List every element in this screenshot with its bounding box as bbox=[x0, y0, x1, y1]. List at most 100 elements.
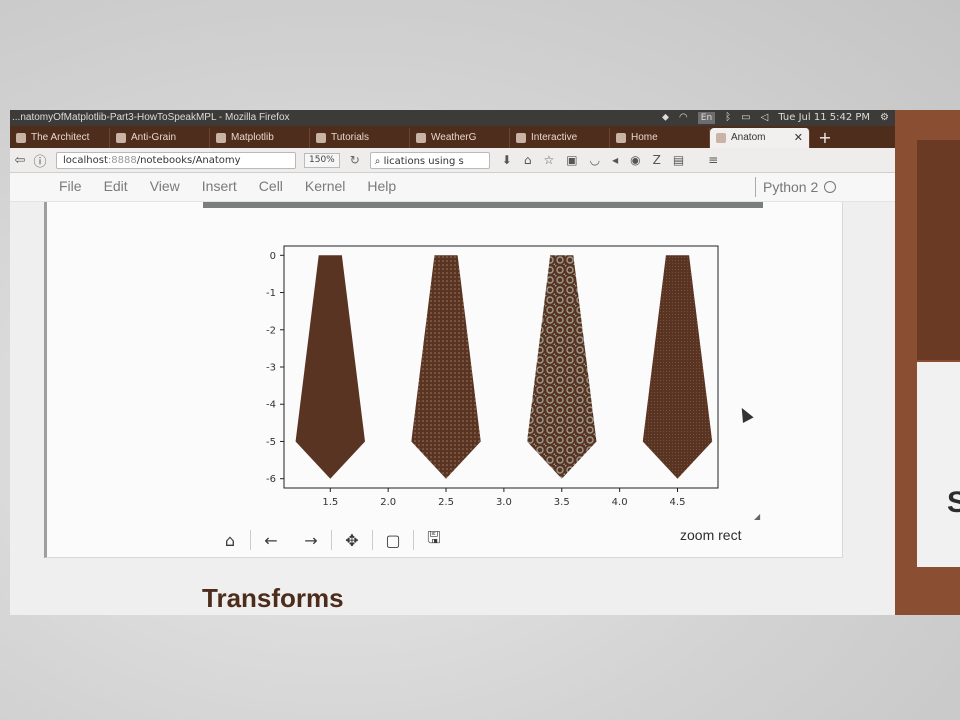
save-icon[interactable]: 🖫 bbox=[427, 527, 441, 547]
tab[interactable]: Interactive bbox=[510, 128, 610, 148]
side-window-panel bbox=[917, 140, 960, 360]
toolbar-status: zoom rect bbox=[680, 527, 742, 543]
y-tick-label: -3 bbox=[266, 363, 276, 374]
info-icon[interactable]: ⓘ bbox=[33, 154, 47, 170]
battery-icon[interactable]: ▭ bbox=[741, 112, 751, 123]
back-arrow-icon[interactable]: ← bbox=[264, 530, 278, 550]
resize-handle-icon[interactable]: ◢ bbox=[754, 512, 761, 521]
url-host: localhost bbox=[63, 154, 108, 166]
dropbox-icon[interactable]: ⬥ bbox=[662, 112, 670, 123]
favicon-icon bbox=[416, 133, 426, 143]
send-icon[interactable]: ◂ bbox=[612, 153, 619, 167]
clipboard-icon[interactable]: ▣ bbox=[566, 153, 578, 167]
side-window-content bbox=[917, 362, 960, 567]
keyboard-layout[interactable]: En bbox=[697, 112, 716, 124]
home-icon[interactable]: ⌂ bbox=[523, 153, 532, 167]
kernel-indicator[interactable]: Python 2 bbox=[755, 177, 837, 197]
bookmark-star-icon[interactable]: ☆ bbox=[543, 153, 555, 167]
figure-toolbar: ⌂ ← → ✥ ▢ 🖫 bbox=[210, 527, 454, 553]
browser-toolbar: ⬇ ⌂ ☆ ▣ ◡ ◂ ◉ Z ▤ ≡ bbox=[502, 153, 718, 167]
y-tick-label: -4 bbox=[266, 400, 276, 411]
tab[interactable]: Matplotlib bbox=[210, 128, 310, 148]
gear-icon[interactable]: ⚙ bbox=[880, 112, 889, 123]
tie-3 bbox=[527, 255, 597, 479]
back-icon[interactable]: ⇦ bbox=[14, 152, 26, 168]
menu-kernel[interactable]: Kernel bbox=[304, 178, 346, 194]
notebook-menubar: File Edit View Insert Cell Kernel Help P… bbox=[10, 173, 895, 202]
favicon-icon bbox=[616, 133, 626, 143]
zoom-rect-icon[interactable]: ▢ bbox=[385, 530, 401, 550]
zoom-level[interactable]: 150% bbox=[304, 152, 340, 168]
favicon-icon bbox=[716, 133, 726, 143]
url-port: :8888 bbox=[107, 154, 137, 166]
menu-help[interactable]: Help bbox=[367, 178, 397, 194]
menu-file[interactable]: File bbox=[59, 178, 82, 194]
menu-view[interactable]: View bbox=[149, 178, 180, 194]
favicon-icon bbox=[116, 133, 126, 143]
window-title-bar: ...natomyOfMatplotlib-Part3-HowToSpeakMP… bbox=[10, 110, 895, 126]
move-icon[interactable]: ✥ bbox=[345, 530, 359, 550]
tab-label: Anatom bbox=[731, 132, 766, 143]
toolbar-separator bbox=[331, 530, 332, 550]
previous-output-scrollbar bbox=[203, 202, 763, 208]
y-tick-label: -1 bbox=[266, 288, 276, 299]
tab-label: Tutorials bbox=[331, 132, 369, 143]
y-axis-ticks: 0 -1 -2 -3 -4 -5 -6 bbox=[266, 251, 284, 485]
tab-active[interactable]: Anatom ✕ bbox=[710, 128, 810, 148]
forward-arrow-icon[interactable]: → bbox=[304, 530, 318, 550]
x-tick-label: 3.5 bbox=[554, 497, 570, 508]
bluetooth-icon[interactable]: ᛒ bbox=[725, 112, 732, 123]
x-tick-label: 4.5 bbox=[670, 497, 686, 508]
download-icon[interactable]: ⬇ bbox=[501, 153, 512, 167]
tie-plot[interactable]: 1.5 2.0 2.5 3.0 3.5 4.0 4.5 0 -1 -2 -3 -4 -5 -6 bbox=[245, 235, 725, 510]
kernel-status-icon bbox=[824, 181, 837, 193]
navigation-bar: ⇦ ⓘ localhost:8888/notebooks/Anatomy 150… bbox=[10, 148, 895, 173]
x-tick-label: 4.0 bbox=[612, 497, 628, 508]
toolbar-separator bbox=[372, 530, 373, 550]
tab[interactable]: WeatherG bbox=[410, 128, 510, 148]
search-input[interactable]: ⌕ lications using s bbox=[369, 151, 490, 169]
x-tick-label: 2.0 bbox=[380, 497, 396, 508]
tab-label: The Architect bbox=[31, 132, 90, 143]
toolbar-separator bbox=[413, 530, 414, 550]
wifi-icon[interactable]: ◠ bbox=[679, 112, 688, 123]
tab[interactable]: The Architect bbox=[10, 128, 110, 148]
hamburger-menu-icon[interactable]: ≡ bbox=[708, 153, 719, 167]
tab[interactable]: Home bbox=[610, 128, 710, 148]
favicon-icon bbox=[16, 133, 26, 143]
menu-items: File Edit View Insert Cell Kernel Help bbox=[48, 178, 407, 194]
x-tick-label: 1.5 bbox=[322, 497, 338, 508]
tab[interactable]: Tutorials bbox=[310, 128, 410, 148]
tab-label: Anti-Grain bbox=[131, 132, 177, 143]
search-text: lications using s bbox=[383, 155, 464, 167]
y-tick-label: -5 bbox=[266, 437, 276, 448]
extension-icon[interactable]: ◉ bbox=[630, 153, 641, 167]
tie-2 bbox=[411, 255, 481, 479]
tab-label: Interactive bbox=[531, 132, 578, 143]
tab-bar: The Architect Anti-Grain Matplotlib Tuto… bbox=[10, 126, 895, 148]
section-heading: Transforms bbox=[202, 583, 344, 613]
url-path: /notebooks/Anatomy bbox=[136, 154, 241, 166]
clock[interactable]: Tue Jul 11 5:42 PM bbox=[778, 112, 871, 123]
zotero-icon[interactable]: Z bbox=[652, 153, 661, 167]
tab[interactable]: Anti-Grain bbox=[110, 128, 210, 148]
side-window-letter: S bbox=[947, 486, 960, 519]
reader-icon[interactable]: ▤ bbox=[672, 153, 685, 167]
menu-cell[interactable]: Cell bbox=[258, 178, 283, 194]
kernel-name: Python 2 bbox=[763, 179, 819, 195]
y-tick-label: -2 bbox=[266, 325, 276, 336]
browser-window: ...natomyOfMatplotlib-Part3-HowToSpeakMP… bbox=[10, 110, 895, 615]
new-tab-button[interactable]: + bbox=[818, 128, 832, 147]
home-icon[interactable]: ⌂ bbox=[224, 530, 236, 550]
reload-icon[interactable]: ↻ bbox=[349, 153, 360, 167]
volume-icon[interactable]: ◁ bbox=[760, 112, 769, 123]
tab-label: Home bbox=[631, 132, 658, 143]
menu-edit[interactable]: Edit bbox=[103, 178, 128, 194]
tab-label: WeatherG bbox=[431, 132, 477, 143]
pocket-icon[interactable]: ◡ bbox=[589, 153, 601, 167]
url-bar[interactable]: localhost:8888/notebooks/Anatomy bbox=[56, 151, 296, 169]
system-tray: ⬥ ◠ En ᛒ ▭ ◁ Tue Jul 11 5:42 PM ⚙ bbox=[662, 110, 889, 126]
menu-insert[interactable]: Insert bbox=[201, 178, 237, 194]
close-tab-icon[interactable]: ✕ bbox=[793, 132, 803, 144]
tab-label: Matplotlib bbox=[231, 132, 274, 143]
